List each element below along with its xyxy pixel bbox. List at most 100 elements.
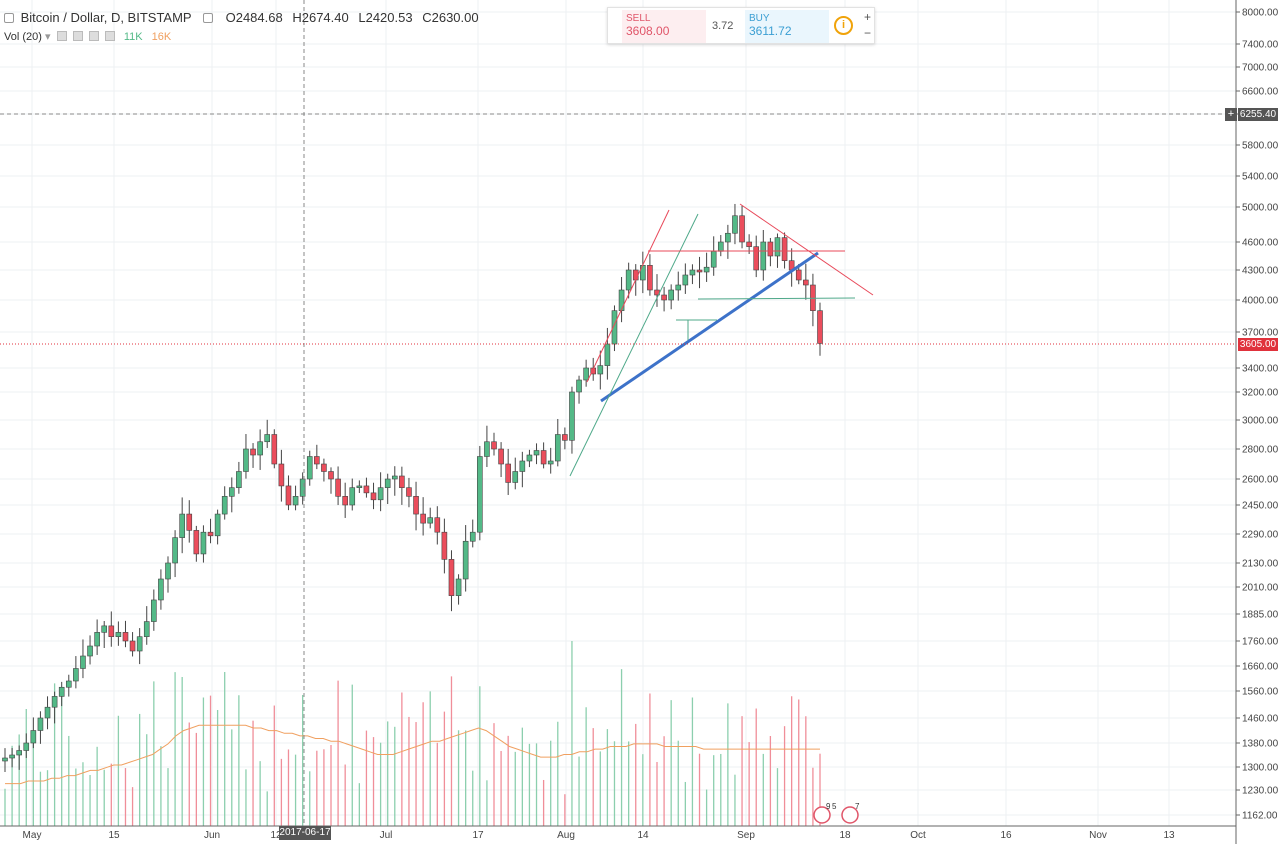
crosshair-price-label: 6255.40 <box>1238 108 1278 121</box>
candle-body <box>143 621 150 637</box>
spread-value: 3.72 <box>712 20 734 32</box>
candle-body <box>285 485 292 506</box>
dividend-flag-icon[interactable] <box>841 806 859 824</box>
time-tick-label: Nov <box>1089 830 1107 841</box>
price-tick-label: 4300.00 <box>1242 266 1279 277</box>
time-tick-label: May <box>23 830 42 841</box>
volume-ma-line <box>5 724 820 785</box>
crosshair-date-label: 2017-06-17 <box>279 826 331 840</box>
candle-body <box>292 496 299 506</box>
time-axis[interactable]: May 15 Jun 12 Jul 17 Aug 14 Sep 18 Oct 16 Nov 13 <box>23 830 1175 841</box>
candle-body <box>406 487 412 497</box>
candle-body <box>434 517 441 533</box>
trend-line-green-channel[interactable] <box>569 213 699 477</box>
trend-line-red-descending[interactable] <box>739 203 874 296</box>
trend-line-red-channel-upper[interactable] <box>586 209 670 383</box>
price-tick-label: 1380.00 <box>1242 739 1279 750</box>
price-tick-label: 8000.00 <box>1242 8 1279 19</box>
minus-button[interactable]: − <box>863 26 871 40</box>
symbol-legend[interactable]: Bitcoin / Dollar, D, BITSTAMP O2484.68 H… <box>4 10 479 25</box>
candle-body <box>306 456 313 480</box>
buy-button[interactable]: BUY 3611.72 <box>745 10 829 43</box>
symbol-name[interactable]: Bitcoin / Dollar, D, BITSTAMP <box>20 10 192 25</box>
price-tick-label: 5800.00 <box>1242 141 1279 152</box>
candle-body <box>569 391 575 441</box>
volume-legend[interactable]: Vol (20) ▾ 11K 16K <box>4 30 171 43</box>
price-tick-label: 3000.00 <box>1242 416 1279 427</box>
sell-button[interactable]: SELL 3608.00 <box>622 10 706 43</box>
candle-body <box>462 540 469 580</box>
candle-body <box>448 559 455 596</box>
price-tick-label: 7400.00 <box>1242 40 1279 51</box>
candle-body <box>44 706 51 719</box>
candle-body <box>321 463 327 472</box>
plus-button[interactable]: + <box>863 10 871 24</box>
candle-body <box>795 269 802 281</box>
candle-body <box>243 448 249 472</box>
candle-body <box>165 562 171 580</box>
sell-label: SELL <box>626 13 651 24</box>
event-flags[interactable]: 9 5 7 <box>813 802 860 824</box>
candle-body <box>363 485 370 494</box>
settings-icon[interactable] <box>202 13 213 23</box>
candle-body <box>158 578 164 601</box>
visibility-icon[interactable] <box>56 31 67 41</box>
candle-body <box>455 578 462 596</box>
price-tick-label: 1560.00 <box>1242 687 1279 698</box>
candle-body <box>491 441 497 450</box>
price-tick-label: 3200.00 <box>1242 388 1279 399</box>
candle-body <box>335 478 341 497</box>
candle-body <box>647 265 653 291</box>
event-count-2: 5 <box>832 802 837 811</box>
price-tick-label: 5000.00 <box>1242 203 1279 214</box>
collapse-icon[interactable] <box>4 13 14 23</box>
event-count-3: 7 <box>855 802 860 811</box>
candle-body <box>533 450 540 456</box>
candle-body <box>94 632 100 647</box>
candle-body <box>115 632 122 637</box>
candle-body <box>23 742 30 751</box>
high-value: H2674.40 <box>292 10 349 25</box>
candle-body <box>689 269 696 276</box>
dropdown-icon[interactable]: ▾ <box>44 31 51 43</box>
volume-indicator-name[interactable]: Vol (20) <box>4 31 42 43</box>
candle-body <box>682 274 689 286</box>
trend-line-blue[interactable] <box>600 251 819 403</box>
candle-body <box>732 215 738 234</box>
candle-body <box>420 513 426 524</box>
horizontal-line-green-support[interactable] <box>697 297 856 300</box>
candle-body <box>562 434 568 441</box>
candle-body <box>236 471 242 488</box>
price-tick-label: 2600.00 <box>1242 475 1279 486</box>
candle-body <box>328 471 334 480</box>
crosshair-plus-icon[interactable]: + <box>1225 108 1237 121</box>
candle-body <box>441 531 448 560</box>
settings-mini-icon[interactable] <box>72 31 83 41</box>
time-tick-label: 16 <box>1000 830 1012 841</box>
price-tick-label: 7000.00 <box>1242 63 1279 74</box>
candle-body <box>391 475 398 480</box>
candlesticks <box>2 203 823 773</box>
candle-body <box>675 284 682 291</box>
candle-body <box>122 632 129 642</box>
candle-body <box>477 456 483 533</box>
price-tick-label: 4600.00 <box>1242 238 1279 249</box>
add-icon[interactable] <box>88 31 99 41</box>
candle-body <box>73 668 79 682</box>
info-icon[interactable]: i <box>834 16 853 35</box>
candle-body <box>129 640 136 652</box>
price-tick-label: 6600.00 <box>1242 87 1279 98</box>
candle-body <box>37 717 44 731</box>
buy-price: 3611.72 <box>749 24 792 38</box>
candle-body <box>618 289 625 311</box>
candle-body <box>540 450 547 465</box>
time-tick-label: Aug <box>557 830 575 841</box>
candle-body <box>576 379 582 393</box>
price-tick-label: 2450.00 <box>1242 501 1279 512</box>
earnings-flag-icon[interactable] <box>813 806 831 824</box>
remove-icon[interactable] <box>104 31 115 41</box>
trend-line-drawings[interactable] <box>569 203 874 477</box>
candle-body <box>349 487 356 506</box>
candle-body <box>65 680 72 688</box>
